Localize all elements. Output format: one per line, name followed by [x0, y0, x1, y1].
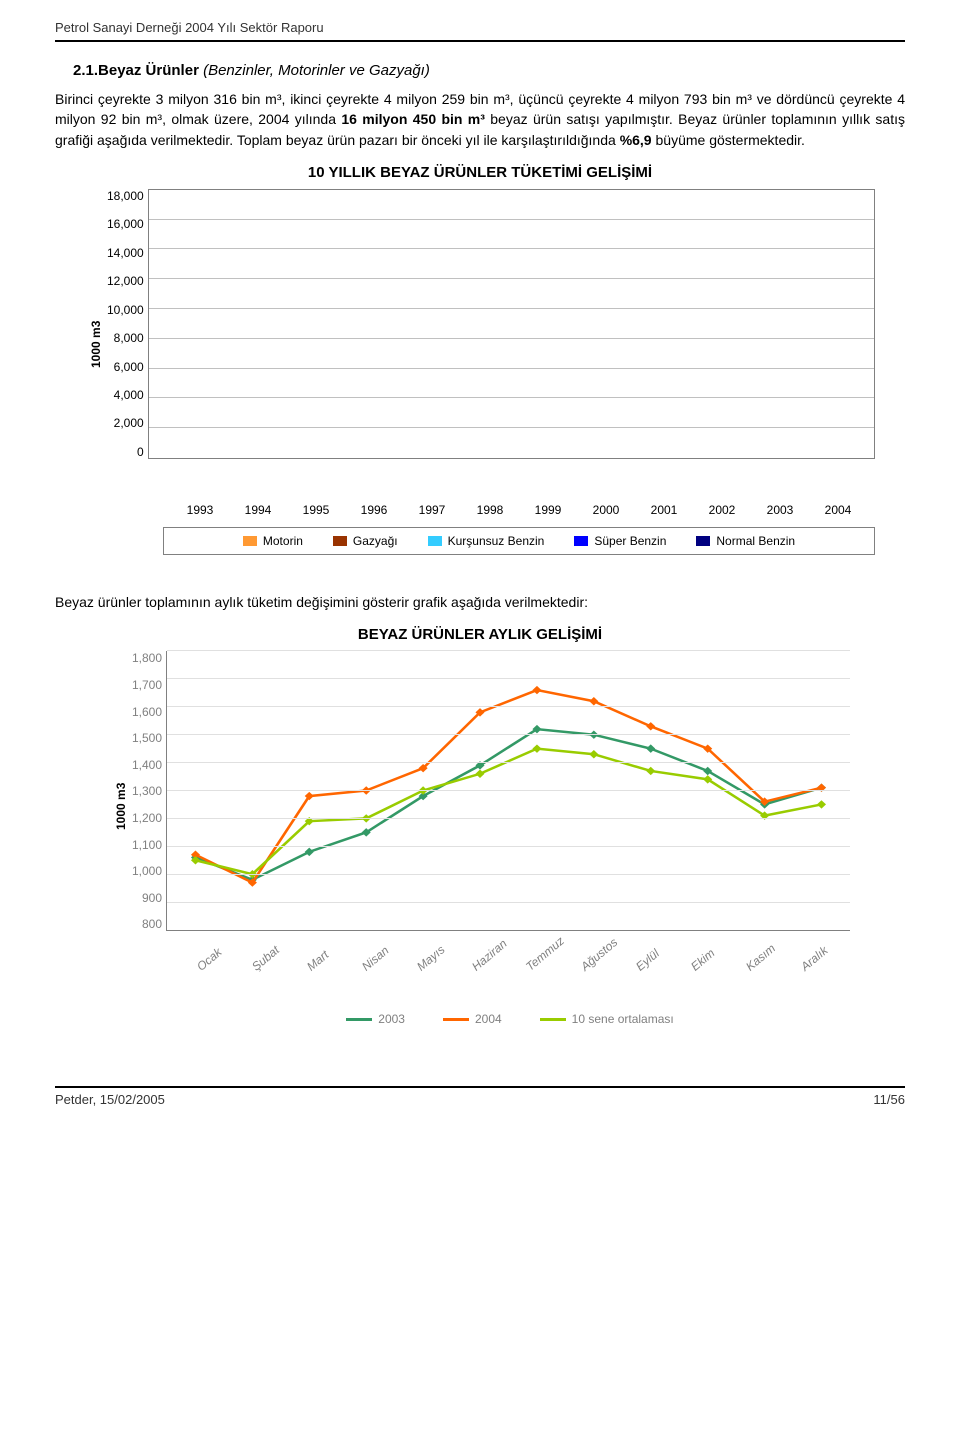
chart2-yticks: 1,800 1,700 1,600 1,500 1,400 1,300 1,200 1,100…	[132, 651, 166, 931]
legend-label: Kurşunsuz Benzin	[448, 534, 545, 548]
legend-label: 2004	[475, 1012, 502, 1026]
chart2-marker	[817, 784, 826, 792]
chart2-ytick: 1,600	[132, 705, 162, 719]
chart1-xtick: 1997	[410, 503, 454, 517]
chart2-legend: 2003 2004 10 sene ortalaması	[170, 1012, 850, 1026]
chart2-legend-item: 2004	[443, 1012, 502, 1026]
chart2-ytick: 1,800	[132, 651, 162, 665]
chart2-ytick: 800	[142, 917, 162, 931]
chart1-legend-item: Motorin	[243, 534, 303, 548]
chart1-xtick: 2004	[816, 503, 860, 517]
chart1: 1000 m3 18,000 16,000 14,000 12,000 10,000 8,…	[85, 189, 875, 555]
chart1-yticks: 18,000 16,000 14,000 12,000 10,000 8,000 6,000…	[107, 189, 148, 479]
legend-swatch	[696, 536, 710, 546]
chart2-legend-item: 2003	[346, 1012, 405, 1026]
chart1-legend: Motorin Gazyağı Kurşunsuz Benzin Süper Benz…	[163, 527, 875, 555]
chart1-xtick: 2001	[642, 503, 686, 517]
chart2-legend-item: 10 sene ortalaması	[540, 1012, 674, 1026]
chart2-ytick: 1,300	[132, 784, 162, 798]
legend-label: 10 sene ortalaması	[572, 1012, 674, 1026]
chart1-ytick: 16,000	[107, 217, 144, 231]
chart1-ylabel: 1000 m3	[85, 189, 107, 499]
legend-swatch	[574, 536, 588, 546]
between-text: Beyaz ürünler toplamının aylık tüketim d…	[55, 593, 905, 613]
legend-label: Normal Benzin	[716, 534, 795, 548]
chart1-xtick: 1998	[468, 503, 512, 517]
legend-swatch	[243, 536, 257, 546]
legend-swatch	[443, 1018, 469, 1021]
paragraph-1: Birinci çeyrekte 3 milyon 316 bin m³, ik…	[55, 89, 905, 150]
chart2-marker	[532, 745, 541, 753]
chart2-line-2004	[196, 691, 822, 884]
chart1-ytick: 6,000	[114, 360, 144, 374]
chart2-ytick: 1,700	[132, 678, 162, 692]
chart2-marker	[646, 723, 655, 731]
chart1-ytick: 18,000	[107, 189, 144, 203]
legend-swatch	[540, 1018, 566, 1021]
legend-swatch	[333, 536, 347, 546]
chart1-xticks: 1993 1994 1995 1996 1997 1998 1999 2000 2001 2002…	[163, 499, 875, 517]
chart1-xtick: 2002	[700, 503, 744, 517]
chart2-ytick: 1,100	[132, 838, 162, 852]
chart1-ytick: 2,000	[114, 416, 144, 430]
chart2-marker	[589, 697, 598, 705]
chart1-xtick: 1999	[526, 503, 570, 517]
chart2-ytick: 1,200	[132, 811, 162, 825]
chart2-marker	[362, 787, 371, 795]
chart2-ylabel: 1000 m3	[110, 651, 132, 961]
section-title-bold: Beyaz Ürünler	[98, 62, 203, 79]
chart1-ytick: 12,000	[107, 274, 144, 288]
chart1-ytick: 4,000	[114, 388, 144, 402]
legend-swatch	[428, 536, 442, 546]
chart1-ytick: 10,000	[107, 303, 144, 317]
chart2-ytick: 900	[142, 891, 162, 905]
chart2-ytick: 1,000	[132, 864, 162, 878]
chart2: 1000 m3 1,8001,7001,6001,5001,4001,3001,…	[110, 651, 850, 1026]
p1-txt4: büyüme göstermektedir.	[652, 132, 805, 148]
legend-swatch	[346, 1018, 372, 1021]
legend-label: Gazyağı	[353, 534, 398, 548]
chart2-plot	[166, 651, 850, 931]
chart1-plot	[148, 189, 875, 459]
chart2-marker	[817, 801, 826, 809]
chart1-xtick: 1996	[352, 503, 396, 517]
chart1-legend-item: Normal Benzin	[696, 534, 795, 548]
section-heading: 2.1.Beyaz Ürünler (Benzinler, Motorinler…	[73, 62, 905, 79]
section-number: 2.1.	[73, 62, 98, 79]
chart1-xtick: 1993	[178, 503, 222, 517]
legend-label: Motorin	[263, 534, 303, 548]
legend-label: 2003	[378, 1012, 405, 1026]
p1-bold1: 16 milyon 450 bin m³	[341, 111, 485, 127]
chart1-legend-item: Gazyağı	[333, 534, 398, 548]
chart1-legend-item: Süper Benzin	[574, 534, 666, 548]
chart2-ytick: 1,500	[132, 731, 162, 745]
p1-bold3: %6,9	[620, 132, 652, 148]
chart2-xticks: OcakŞubatMartNisanMayısHaziranTemmuzAğus…	[192, 963, 850, 977]
chart2-marker	[646, 767, 655, 775]
chart1-xtick: 2000	[584, 503, 628, 517]
chart2-marker	[476, 770, 485, 778]
chart2-title: BEYAZ ÜRÜNLER AYLIK GELİŞİMİ	[55, 626, 905, 643]
chart2-line-2003	[196, 730, 822, 881]
footer-right: 11/56	[873, 1092, 905, 1107]
chart1-ytick: 0	[137, 445, 144, 459]
legend-label: Süper Benzin	[594, 534, 666, 548]
chart2-marker	[589, 750, 598, 758]
chart1-ytick: 14,000	[107, 246, 144, 260]
chart1-xtick: 1994	[236, 503, 280, 517]
chart2-marker	[646, 745, 655, 753]
chart1-ytick: 8,000	[114, 331, 144, 345]
chart1-legend-item: Kurşunsuz Benzin	[428, 534, 545, 548]
page-header: Petrol Sanayi Derneği 2004 Yılı Sektör R…	[55, 20, 905, 42]
chart2-ytick: 1,400	[132, 758, 162, 772]
footer-left: Petder, 15/02/2005	[55, 1092, 165, 1107]
section-title-italic: (Benzinler, Motorinler ve Gazyağı)	[203, 62, 430, 79]
chart1-xtick: 1995	[294, 503, 338, 517]
chart1-xtick: 2003	[758, 503, 802, 517]
chart2-marker	[532, 686, 541, 694]
page-footer: Petder, 15/02/2005 11/56	[55, 1086, 905, 1107]
chart1-title: 10 YILLIK BEYAZ ÜRÜNLER TÜKETİMİ GELİŞİM…	[55, 164, 905, 181]
